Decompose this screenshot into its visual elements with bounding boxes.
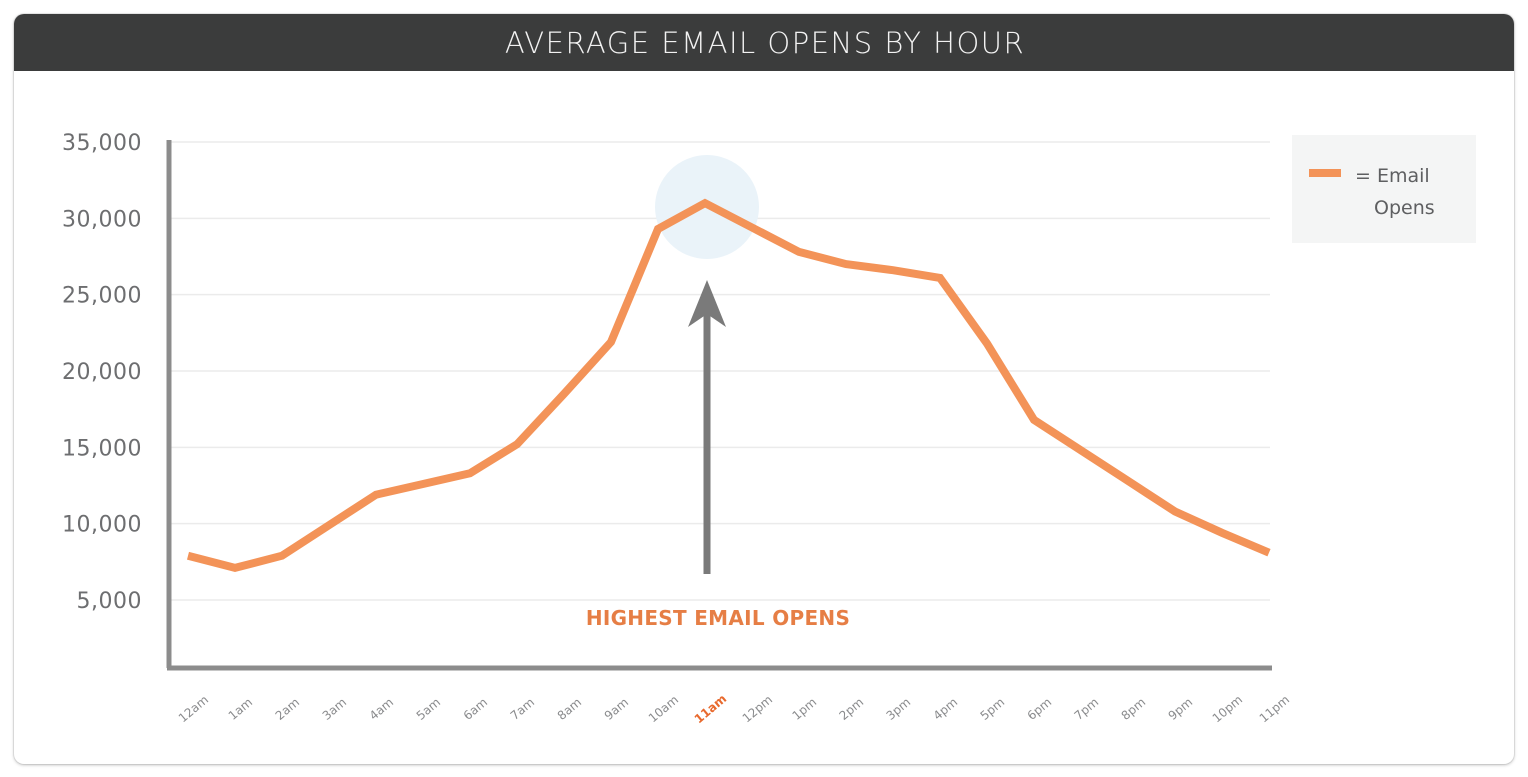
x-tick-label: 12am bbox=[176, 693, 211, 726]
y-tick-label: 35,000 bbox=[62, 131, 142, 156]
x-tick-label: 3am bbox=[320, 695, 349, 723]
x-tick-label: 8am bbox=[555, 695, 584, 723]
legend: = Email Opens bbox=[1292, 135, 1476, 243]
x-tick-label: 10am bbox=[646, 693, 681, 726]
y-tick-label: 30,000 bbox=[62, 207, 142, 232]
chart-header: AVERAGE EMAIL OPENS BY HOUR bbox=[14, 14, 1514, 71]
x-tick-label: 4pm bbox=[931, 695, 961, 723]
annotation-label: HIGHEST EMAIL OPENS bbox=[586, 606, 850, 630]
chart-card: AVERAGE EMAIL OPENS BY HOUR 35,000 30,000… bbox=[14, 14, 1514, 764]
arrow-up-icon bbox=[688, 280, 726, 327]
x-tick-label: 2pm bbox=[837, 695, 867, 723]
x-tick-label: 10pm bbox=[1210, 692, 1245, 725]
y-tick-label: 5,000 bbox=[77, 589, 142, 614]
x-tick-label: 9pm bbox=[1166, 695, 1196, 723]
y-tick-label: 15,000 bbox=[62, 436, 142, 461]
y-tick-label: 20,000 bbox=[62, 360, 142, 385]
x-tick-label: 8pm bbox=[1119, 695, 1149, 723]
x-tick-label: 4am bbox=[367, 695, 396, 723]
legend-swatch bbox=[1309, 169, 1341, 177]
y-tick-label: 10,000 bbox=[62, 513, 142, 538]
chart-title: AVERAGE EMAIL OPENS BY HOUR bbox=[504, 25, 1026, 60]
y-tick-label: 25,000 bbox=[62, 284, 142, 309]
x-tick-label: 2am bbox=[273, 695, 302, 723]
x-tick-label: 7pm bbox=[1072, 695, 1102, 723]
x-tick-label: 1am bbox=[226, 695, 255, 723]
x-tick-label: 5pm bbox=[978, 695, 1008, 723]
email-opens-line bbox=[186, 198, 1271, 573]
x-tick-label: 6pm bbox=[1025, 695, 1055, 723]
x-tick-label: 7am bbox=[508, 695, 537, 723]
x-tick-label: 12pm bbox=[740, 692, 775, 725]
x-tick-label: 11am bbox=[692, 692, 730, 727]
legend-label: = Email Opens bbox=[1355, 165, 1435, 219]
x-tick-label: 6am bbox=[461, 695, 490, 723]
x-tick-label: 1pm bbox=[790, 695, 820, 723]
line-chart: 35,000 30,000 25,000 20,000 15,000 10,000 5,00… bbox=[62, 131, 1292, 727]
x-tick-label: 9am bbox=[602, 695, 631, 723]
x-tick-label: 11pm bbox=[1257, 692, 1292, 725]
x-tick-label: 5am bbox=[414, 695, 443, 723]
x-tick-label: 3pm bbox=[884, 695, 914, 723]
